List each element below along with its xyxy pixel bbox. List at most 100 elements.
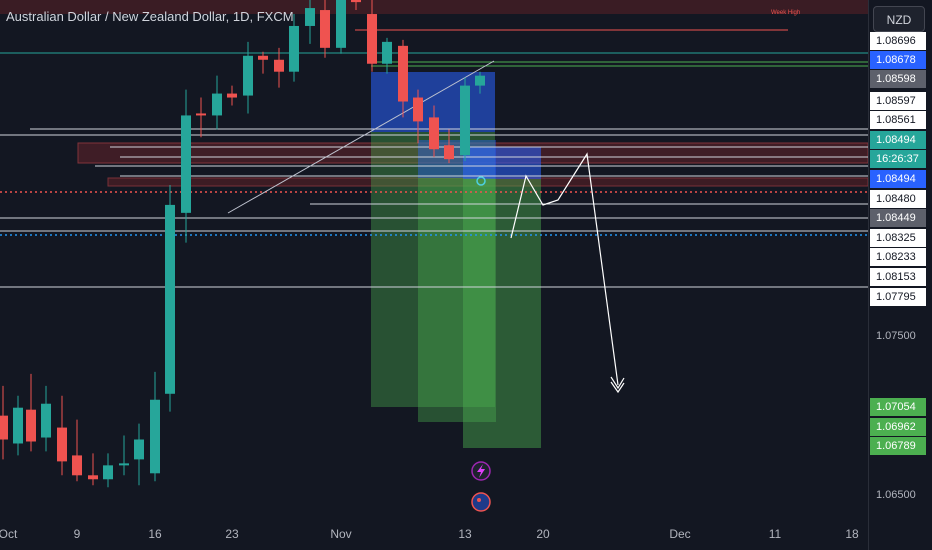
price-label: 1.06500: [876, 489, 916, 501]
australia-flag-icon[interactable]: [471, 492, 491, 512]
candle-body: [150, 399, 160, 474]
countdown-label: 16:26:37: [870, 150, 926, 168]
candle-body: [258, 55, 268, 60]
candle-body: [13, 407, 23, 444]
candle-5[interactable]: [72, 419, 82, 482]
candle-3[interactable]: [41, 385, 51, 452]
candle-body: [413, 97, 423, 122]
candle-body: [429, 117, 439, 150]
candle-19[interactable]: [289, 14, 299, 82]
candle-27[interactable]: [413, 89, 423, 144]
price-label: 1.06962: [870, 418, 926, 436]
price-label: 1.08480: [870, 190, 926, 208]
short-position-reward-3[interactable]: [463, 179, 541, 448]
candle-body: [196, 113, 206, 116]
price-label: 1.07795: [870, 288, 926, 306]
candle-body: [444, 145, 454, 160]
time-axis-label: 13: [458, 527, 472, 541]
time-axis-label: Oct: [0, 527, 18, 541]
candle-11[interactable]: [165, 185, 175, 412]
candle-16[interactable]: [243, 41, 253, 114]
currency-button[interactable]: NZD: [873, 6, 925, 32]
candle-body: [398, 45, 408, 102]
price-label: 1.08153: [870, 268, 926, 286]
candle-9[interactable]: [134, 423, 144, 486]
price-axis-separator: [868, 0, 869, 550]
candle-21[interactable]: [320, 0, 330, 58]
candle-31[interactable]: [475, 71, 485, 94]
price-label: 1.06789: [870, 437, 926, 455]
candle-body: [212, 93, 222, 116]
price-label: 1.08597: [870, 92, 926, 110]
candle-body: [243, 55, 253, 96]
candle-body: [41, 403, 51, 438]
candle-14[interactable]: [212, 75, 222, 130]
candle-body: [72, 455, 82, 476]
price-label: 1.08325: [870, 229, 926, 247]
candle-23[interactable]: [351, 0, 361, 11]
candle-body: [320, 10, 330, 48]
short-position-risk-3[interactable]: [463, 147, 541, 179]
candle-body: [103, 465, 113, 480]
candle-15[interactable]: [227, 85, 237, 106]
candle-12[interactable]: [181, 89, 191, 243]
candle-body: [227, 93, 237, 98]
candle-17[interactable]: [258, 51, 268, 74]
candle-0[interactable]: [0, 385, 8, 460]
candle-1[interactable]: [13, 395, 23, 456]
time-axis-label: Nov: [330, 527, 352, 541]
price-label: 1.08233: [870, 248, 926, 266]
event-icons: [471, 461, 491, 512]
candle-body: [181, 115, 191, 213]
lightning-glyph-icon: [477, 464, 485, 478]
candle-24[interactable]: [367, 0, 377, 72]
candle-body: [475, 75, 485, 86]
candle-18[interactable]: [274, 47, 284, 88]
candles: [0, 0, 485, 488]
short-position-reward-2[interactable]: [418, 178, 496, 422]
candle-4[interactable]: [57, 395, 67, 476]
candle-body: [274, 59, 284, 72]
candle-10[interactable]: [150, 371, 160, 482]
candle-body: [351, 0, 361, 3]
candle-body: [134, 439, 144, 460]
candle-20[interactable]: [305, 0, 315, 44]
price-label: 1.08494: [870, 170, 926, 188]
candle-25[interactable]: [382, 37, 392, 74]
projection-arrowhead-icon-2: [610, 381, 625, 394]
time-axis-label: Dec: [669, 527, 691, 541]
price-label: 1.08449: [870, 209, 926, 227]
candle-13[interactable]: [196, 97, 206, 138]
candle-2[interactable]: [26, 373, 36, 452]
trend-line[interactable]: [227, 60, 495, 214]
candle-22[interactable]: [336, 0, 346, 54]
price-label: 1.08561: [870, 111, 926, 129]
background-layer: [0, 0, 869, 448]
candle-body: [460, 85, 470, 156]
last-price-marker: [476, 176, 486, 186]
candle-7[interactable]: [103, 453, 113, 488]
price-label: 1.08696: [870, 32, 926, 50]
time-axis-label: 16: [148, 527, 162, 541]
candle-body: [0, 415, 8, 440]
candle-body: [367, 14, 377, 64]
price-label: 1.08494: [870, 131, 926, 149]
time-axis-label: 18: [845, 527, 859, 541]
candle-30[interactable]: [460, 77, 470, 162]
candle-28[interactable]: [429, 105, 439, 158]
candle-6[interactable]: [88, 453, 98, 486]
candle-26[interactable]: [398, 39, 408, 118]
candle-29[interactable]: [444, 129, 454, 164]
week-high-zone: [0, 0, 868, 14]
projection-polyline[interactable]: [510, 152, 619, 386]
candle-body: [336, 0, 346, 48]
candle-8[interactable]: [119, 435, 129, 476]
candle-body: [382, 41, 392, 64]
price-label: 1.08598: [870, 70, 926, 88]
candle-body: [305, 8, 315, 26]
candle-body: [88, 475, 98, 480]
candle-body: [57, 427, 67, 462]
price-label: 1.07500: [876, 330, 916, 342]
candle-body: [165, 204, 175, 394]
